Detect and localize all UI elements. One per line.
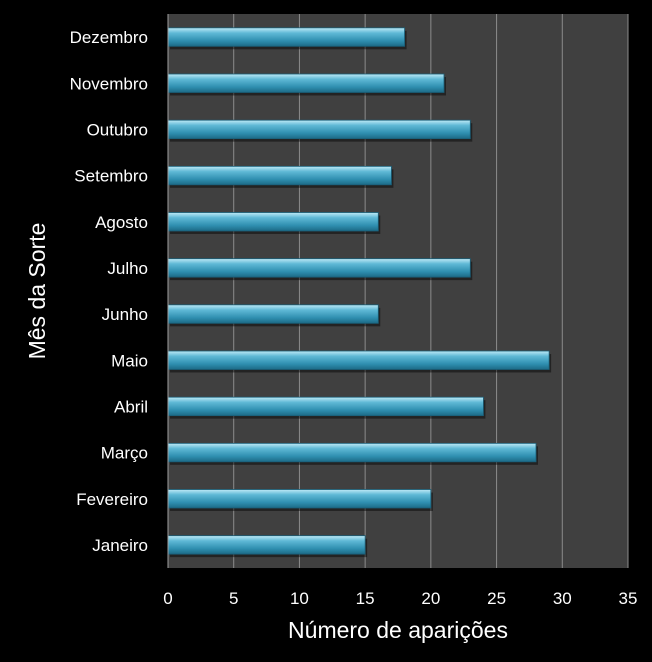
bar-setembro: [167, 165, 392, 186]
plot-area: [168, 14, 628, 568]
category-label-novembro: Novembro: [70, 74, 148, 93]
x-tick-label-10: 10: [290, 589, 309, 608]
gridlines: [233, 14, 629, 568]
x-tick-label-30: 30: [553, 589, 572, 608]
category-label-marco: Março: [101, 444, 148, 463]
bar-outubro: [167, 119, 471, 140]
x-tick-label-15: 15: [356, 589, 375, 608]
x-tick-label-5: 5: [229, 589, 238, 608]
x-tick-label-25: 25: [487, 589, 506, 608]
category-label-fevereiro: Fevereiro: [76, 490, 148, 509]
bar-dezembro: [167, 27, 405, 47]
category-label-agosto: Agosto: [95, 213, 148, 232]
bars: [167, 27, 552, 558]
category-label-abril: Abril: [114, 397, 148, 416]
x-axis-title: Número de aparições: [288, 617, 508, 643]
bar-junho: [167, 304, 379, 324]
x-tick-labels: 0 5 10 15 20 25 30 35: [163, 589, 637, 608]
category-label-maio: Maio: [111, 351, 148, 370]
bar-maio: [167, 350, 550, 370]
category-label-dezembro: Dezembro: [70, 28, 148, 47]
x-tick-label-20: 20: [421, 589, 440, 608]
category-label-julho: Julho: [107, 259, 148, 278]
category-label-setembro: Setembro: [74, 167, 148, 186]
category-label-outubro: Outubro: [87, 120, 148, 139]
x-tick-label-0: 0: [163, 589, 172, 608]
y-axis-title: Mês da Sorte: [24, 223, 50, 360]
x-tick-label-35: 35: [619, 589, 638, 608]
bar-novembro: [167, 73, 445, 93]
bar-fevereiro: [167, 489, 432, 509]
category-label-janeiro: Janeiro: [92, 536, 148, 555]
bar-agosto: [167, 212, 379, 232]
bar-marco: [167, 442, 537, 463]
bar-janeiro: [167, 535, 366, 555]
category-labels: Janeiro Fevereiro Março Abril Maio Junho Julho…: [70, 28, 148, 555]
bar-abril: [167, 396, 484, 417]
category-label-junho: Junho: [102, 305, 148, 324]
bar-julho: [167, 258, 471, 278]
